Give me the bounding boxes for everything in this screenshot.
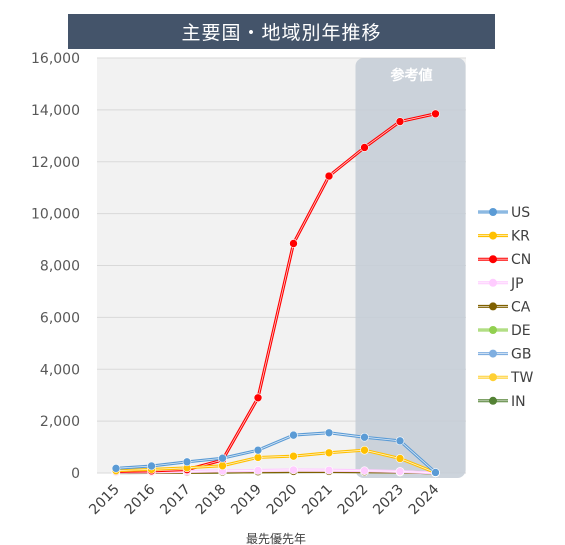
legend-label: US [511, 205, 530, 221]
y-tick-label: 16,000 [31, 51, 80, 67]
data-point [395, 454, 405, 463]
legend-item-ca: CA [478, 299, 531, 315]
data-point [289, 465, 298, 475]
data-point [360, 445, 369, 455]
data-point [360, 143, 369, 152]
reference-label: 参考値 [391, 67, 433, 84]
data-point [253, 445, 263, 455]
data-point [253, 466, 263, 475]
data-point [147, 461, 156, 471]
legend-label: TW [510, 370, 534, 386]
data-point [431, 109, 440, 119]
x-tick-label: 2022 [335, 482, 372, 519]
legend-swatch-marker [489, 208, 497, 216]
x-tick-label: 2020 [264, 482, 301, 519]
data-point [111, 464, 121, 473]
legend-swatch-marker [489, 302, 497, 311]
x-tick-label: 2018 [193, 482, 230, 519]
x-axis-label: 最先優先年 [246, 532, 306, 545]
legend-item-jp: JP [478, 276, 524, 292]
data-point [289, 430, 298, 440]
legend-label: CA [511, 299, 531, 315]
reference-band [355, 58, 466, 478]
x-tick-label: 2016 [122, 481, 159, 518]
legend: US KR CN JP CA DE GB TW IN [478, 205, 534, 410]
series-line-highlight [115, 449, 436, 473]
series-line-highlight [115, 113, 436, 472]
x-tick-label: 2023 [370, 482, 407, 519]
data-point [324, 448, 334, 458]
data-point [289, 239, 298, 248]
data-point [218, 461, 227, 471]
data-point [395, 117, 405, 126]
x-tick-label: 2024 [406, 481, 443, 518]
legend-swatch-marker [489, 349, 497, 358]
legend-item-tw: TW [478, 370, 534, 386]
series-us [111, 428, 440, 477]
legend-item-kr: KR [478, 229, 530, 245]
y-tick-label: 14,000 [31, 103, 80, 119]
y-tick-label: 6,000 [40, 310, 80, 326]
y-axis: 0 2,000 4,000 6,000 8,000 10,000 12,000 14,000 1… [31, 51, 80, 482]
legend-swatch-marker [489, 255, 497, 264]
legend-item-gb: GB [478, 347, 531, 363]
x-tick-label: 2017 [157, 482, 194, 519]
legend-label: JP [510, 276, 524, 292]
series-line-highlight [115, 432, 436, 473]
legend-label: KR [511, 229, 530, 245]
data-point [182, 457, 192, 467]
legend-item-in: IN [478, 394, 526, 410]
data-point [324, 465, 334, 475]
data-point [253, 453, 263, 462]
data-point [431, 468, 440, 477]
x-tick-label: 2015 [86, 482, 123, 519]
data-point [324, 171, 334, 181]
y-tick-label: 10,000 [31, 207, 80, 223]
data-point [289, 451, 298, 461]
x-tick-label: 2021 [299, 482, 336, 519]
x-tick-label: 2019 [228, 482, 265, 519]
legend-label: GB [511, 347, 531, 363]
y-tick-label: 12,000 [31, 155, 80, 171]
legend-swatch-marker [489, 278, 497, 287]
y-tick-label: 0 [71, 466, 80, 482]
legend-swatch-marker [489, 231, 497, 240]
y-tick-label: 2,000 [40, 414, 80, 430]
data-point [253, 393, 263, 403]
data-point [395, 436, 405, 446]
y-tick-label: 8,000 [40, 259, 80, 275]
y-tick-label: 4,000 [40, 362, 80, 378]
data-point [395, 467, 405, 476]
legend-swatch-marker [489, 373, 497, 382]
reference-region: 参考値 [355, 58, 466, 478]
legend-label: DE [511, 323, 531, 339]
legend-item-de: DE [478, 323, 531, 339]
legend-item-us: US [478, 205, 530, 221]
chart-title: 主要国・地域別年推移 [68, 14, 495, 49]
series-lines [111, 109, 440, 478]
legend-item-cn: CN [478, 252, 531, 268]
legend-label: CN [511, 252, 531, 268]
data-point [218, 453, 227, 463]
legend-swatch-marker [489, 326, 497, 334]
legend-swatch-marker [489, 396, 497, 405]
data-point [360, 432, 369, 442]
legend-label: IN [511, 394, 526, 410]
data-point [360, 466, 369, 475]
data-point [324, 428, 334, 438]
